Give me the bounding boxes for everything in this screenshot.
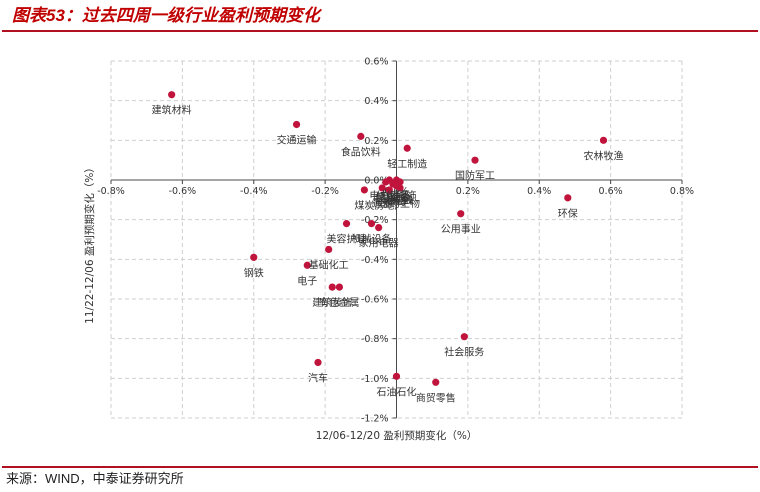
source-note: 来源：WIND，中泰证券研究所 <box>6 471 184 486</box>
data-point-9 <box>460 333 468 341</box>
data-point-22 <box>378 184 386 192</box>
data-point-20 <box>335 283 343 291</box>
point-label-8: 公用事业 <box>441 223 481 236</box>
point-label-4: 轻工制造 <box>387 157 427 170</box>
point-label-24: 电力设备 <box>369 189 409 202</box>
point-label-13: 钢铁 <box>244 266 264 279</box>
point-label-22: 通信 <box>372 198 392 210</box>
point-label-30: 传媒 <box>376 192 396 204</box>
data-point-30 <box>382 178 390 186</box>
point-label-29: 计算机 <box>382 193 412 206</box>
x-tick-label: -0.8% <box>97 186 125 197</box>
tick-labels: -0.8% -0.6% -0.4% -0.2% 0.0% 0.2% 0.4% 0.6% 0.8%… <box>97 57 694 425</box>
y-tick-label: 0.0% <box>364 176 388 187</box>
data-point-10 <box>432 378 440 386</box>
footer-rule <box>2 466 758 468</box>
x-tick-label: -0.6% <box>169 186 197 197</box>
data-point-18 <box>375 224 383 232</box>
point-label-18: 家用电器 <box>359 237 399 250</box>
x-tick-label: -0.2% <box>311 186 339 197</box>
point-label-11: 石油石化 <box>377 385 417 398</box>
point-label-31: 综合 <box>390 191 410 204</box>
x-tick-label: 0.6% <box>599 186 623 197</box>
point-label-7: 环保 <box>558 207 578 220</box>
point-label-9: 社会服务 <box>444 346 484 359</box>
point-label-3: 食品饮料 <box>341 145 381 158</box>
point-label-2: 交通运输 <box>277 133 317 146</box>
title-rule <box>2 30 758 32</box>
point-label-10: 商贸零售 <box>416 391 456 404</box>
point-label-28: 非银金融 <box>373 193 413 206</box>
x-tick-label: 0.0% <box>384 186 408 197</box>
data-point-12 <box>314 358 322 367</box>
data-point-14 <box>325 245 333 254</box>
point-label-27: 银行 <box>387 195 407 208</box>
y-tick-label: -0.2% <box>361 215 389 226</box>
point-label-17: 机械设备 <box>352 233 392 246</box>
x-axis-title: 12/06-12/20 盈利预期变化（%） <box>316 429 478 442</box>
point-label-23: 房地产 <box>374 199 404 212</box>
data-point-6 <box>599 136 608 144</box>
y-axis-title: 11/22-12/06 盈利预期变化（%） <box>83 162 96 324</box>
y-tick-label: -0.6% <box>361 295 389 306</box>
data-point-4 <box>403 144 411 152</box>
y-tick-label: 0.4% <box>364 96 388 107</box>
data-point-23 <box>385 186 393 194</box>
point-label-26: 医药生物 <box>380 197 420 210</box>
data-point-1 <box>168 91 176 99</box>
x-tick-label: 0.4% <box>527 186 551 197</box>
x-tick-label: 0.2% <box>456 186 480 197</box>
data-points <box>168 91 608 386</box>
data-point-7 <box>564 194 572 202</box>
data-point-3 <box>357 132 365 140</box>
point-label-5: 国防军工 <box>455 169 495 182</box>
figure-title: 图表53：过去四周一级行业盈利预期变化 <box>12 6 320 25</box>
data-point-19 <box>328 283 336 291</box>
y-tick-label: 0.6% <box>364 57 388 68</box>
point-label-20: 有色金属 <box>319 296 359 309</box>
point-label-21: 煤炭 <box>354 199 374 212</box>
data-point-21 <box>360 186 368 194</box>
y-tick-label: -0.8% <box>361 334 389 345</box>
data-point-13 <box>250 253 258 261</box>
x-tick-label: 0.8% <box>670 186 694 197</box>
data-point-2 <box>292 120 301 129</box>
data-point-16 <box>342 220 351 228</box>
data-point-31 <box>396 178 404 186</box>
y-tick-label: -1.0% <box>361 374 389 385</box>
y-tick-label: -1.2% <box>361 414 389 425</box>
point-label-12: 汽车 <box>308 371 328 384</box>
point-label-19: 建筑装饰 <box>312 296 352 309</box>
point-label-25: 纺织服饰 <box>377 189 417 202</box>
data-point-8 <box>457 210 465 218</box>
data-point-15 <box>303 261 311 269</box>
point-label-16: 美容护理 <box>327 233 367 246</box>
data-point-11 <box>392 372 401 380</box>
point-label-6: 农林牧渔 <box>583 149 623 162</box>
y-tick-label: -0.4% <box>361 255 389 266</box>
point-label-15: 电子 <box>297 274 317 287</box>
scatter-chart: -0.8% -0.6% -0.4% -0.2% 0.0% 0.2% 0.4% 0.6% 0.8%… <box>83 57 694 443</box>
point-label-1: 建筑材料 <box>152 104 192 117</box>
data-point-5 <box>471 156 479 164</box>
data-point-17 <box>367 220 376 228</box>
y-tick-label: 0.2% <box>364 136 388 147</box>
x-tick-label: -0.4% <box>240 186 268 197</box>
point-label-14: 基础化工 <box>309 258 349 271</box>
